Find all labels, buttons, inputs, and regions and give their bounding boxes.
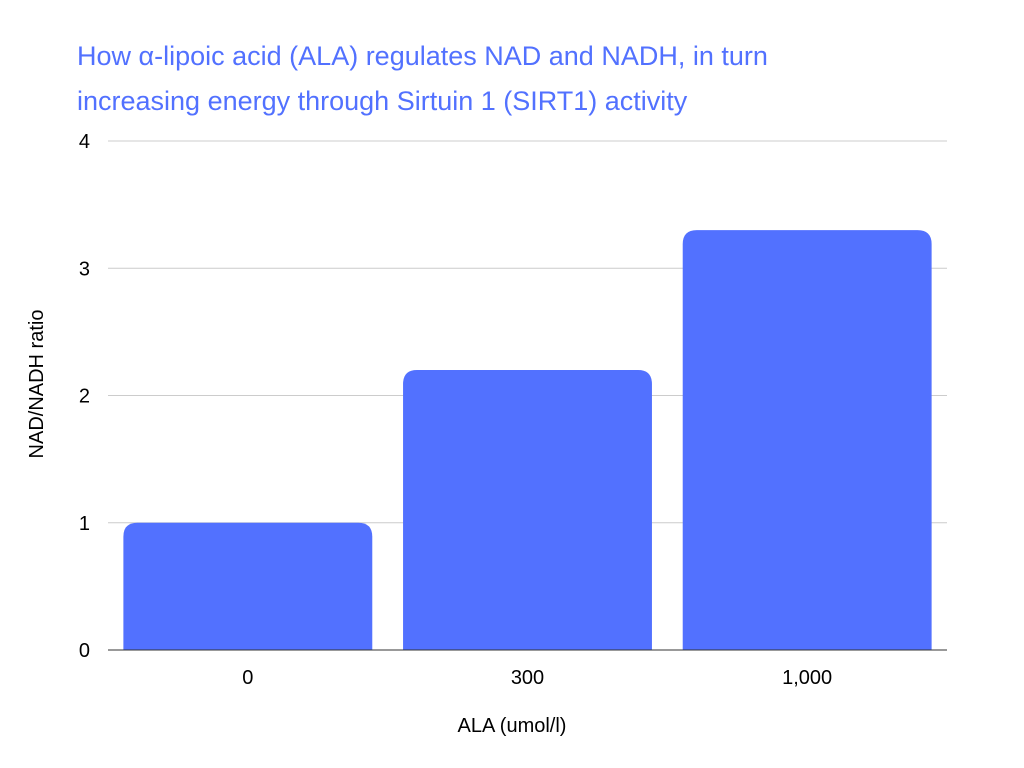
chart-title: How α-lipoic acid (ALA) regulates NAD an… — [77, 34, 977, 124]
y-tick-label: 1 — [79, 513, 90, 535]
bars — [123, 230, 932, 650]
chart-title-line-2: increasing energy through Sirtuin 1 (SIR… — [77, 86, 688, 116]
bar-300 — [403, 370, 652, 650]
y-tick-label: 0 — [79, 640, 90, 662]
x-tick-label: 0 — [242, 667, 253, 689]
y-tick-label: 2 — [79, 386, 90, 408]
bar-1000 — [682, 230, 932, 650]
y-axis-label: NAD/NADH ratio — [26, 310, 48, 459]
y-axis-ticks: 0 1 2 3 4 — [79, 131, 90, 662]
x-axis-label: ALA (umol/l) — [458, 715, 567, 737]
bar-0 — [123, 522, 373, 650]
x-tick-label: 300 — [511, 667, 544, 689]
chart-title-line-1: How α-lipoic acid (ALA) regulates NAD an… — [77, 41, 768, 71]
y-tick-label: 3 — [79, 258, 90, 280]
y-tick-label: 4 — [79, 131, 90, 153]
x-tick-label: 1,000 — [782, 667, 832, 689]
x-axis-ticks: 0 300 1,000 — [242, 667, 832, 689]
